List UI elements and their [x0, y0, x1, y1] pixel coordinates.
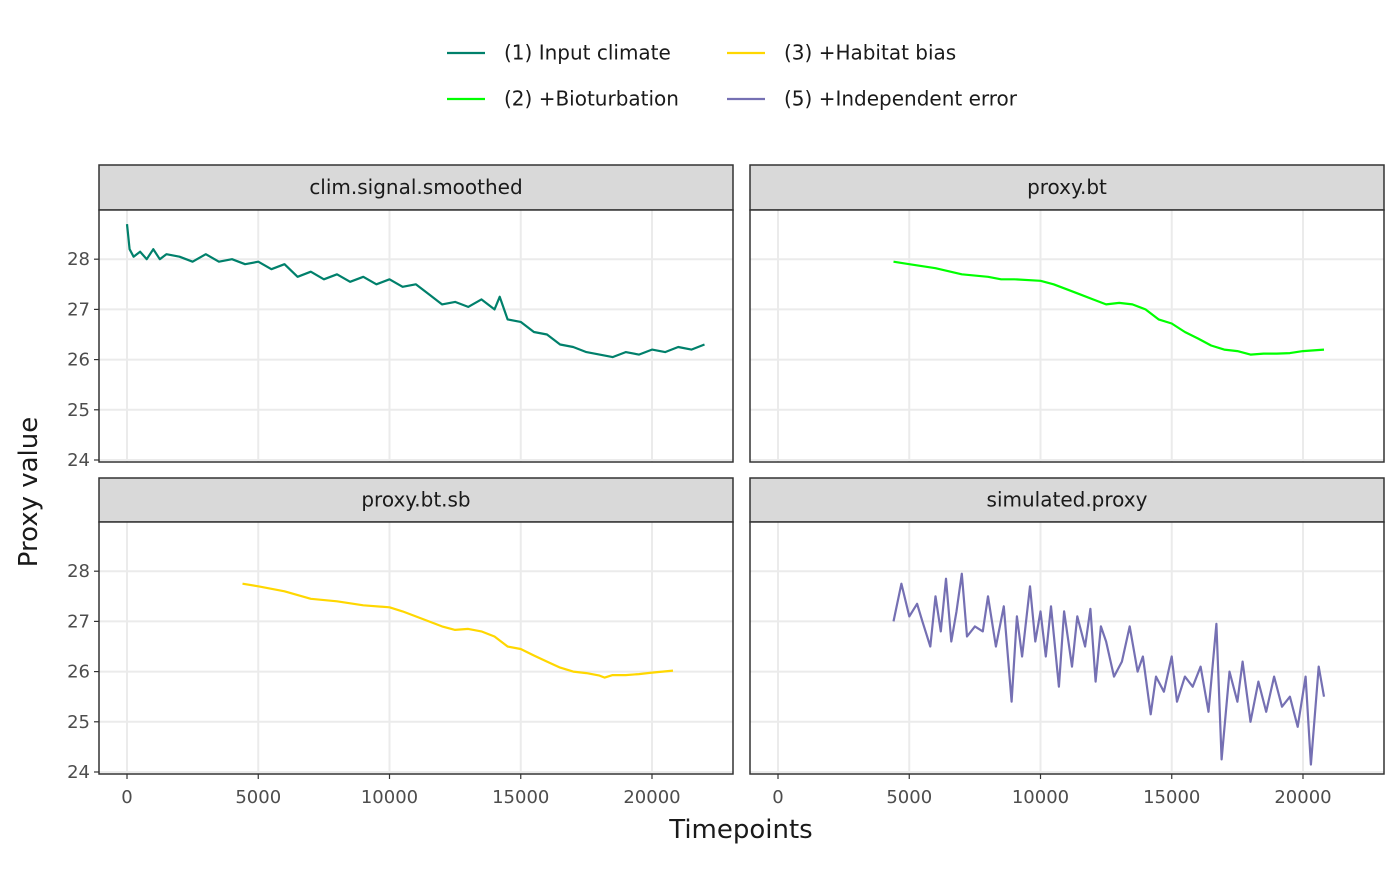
- y-tick-label: 28: [67, 561, 90, 582]
- panel-background: [750, 522, 1384, 774]
- x-tick-label: 10000: [361, 787, 418, 808]
- x-tick-label: 15000: [492, 787, 549, 808]
- x-axis-label: Timepoints: [668, 815, 812, 845]
- y-tick-label: 27: [67, 611, 90, 632]
- strip-label: proxy.bt.sb: [361, 488, 470, 512]
- strip-background: [749, 477, 1385, 523]
- series-line: [125, 223, 705, 359]
- x-tick-label: 20000: [1274, 787, 1331, 808]
- y-tick-label: 25: [67, 712, 90, 733]
- y-axis-label: Proxy value: [14, 417, 44, 568]
- series-line: [893, 260, 1325, 356]
- x-tick-label: 0: [121, 787, 132, 808]
- strip-label: simulated.proxy: [987, 488, 1148, 512]
- y-tick-label: 25: [67, 400, 90, 421]
- series-line: [242, 582, 674, 679]
- panel-background: [99, 522, 733, 774]
- series-line: [892, 572, 1326, 766]
- x-tick-label: 20000: [623, 787, 680, 808]
- panel-border: [749, 209, 1385, 463]
- strip-label: proxy.bt: [1027, 175, 1107, 199]
- y-tick-label: 24: [67, 762, 90, 783]
- x-tick-label: 15000: [1143, 787, 1200, 808]
- x-tick-label: 5000: [886, 787, 932, 808]
- x-tick-label: 5000: [235, 787, 281, 808]
- y-tick-label: 27: [67, 299, 90, 320]
- strip-background: [98, 477, 734, 523]
- legend-label: (3) +Habitat bias: [784, 41, 956, 65]
- strip-background: [98, 164, 734, 211]
- y-tick-label: 28: [67, 249, 90, 270]
- legend-label: (2) +Bioturbation: [504, 87, 679, 111]
- y-tick-label: 26: [67, 662, 90, 683]
- panel-border: [98, 521, 734, 775]
- strip-label: clim.signal.smoothed: [309, 175, 522, 199]
- x-tick-label: 0: [772, 787, 783, 808]
- strip-background: [749, 164, 1385, 211]
- x-tick-label: 10000: [1012, 787, 1069, 808]
- panel-border: [749, 521, 1385, 775]
- legend-label: (5) +Independent error: [784, 87, 1018, 111]
- y-tick-label: 26: [67, 350, 90, 371]
- panel-border: [98, 209, 734, 463]
- y-tick-label: 24: [67, 450, 90, 471]
- panel-background: [99, 210, 733, 462]
- panel-background: [750, 210, 1384, 462]
- legend-label: (1) Input climate: [504, 41, 671, 65]
